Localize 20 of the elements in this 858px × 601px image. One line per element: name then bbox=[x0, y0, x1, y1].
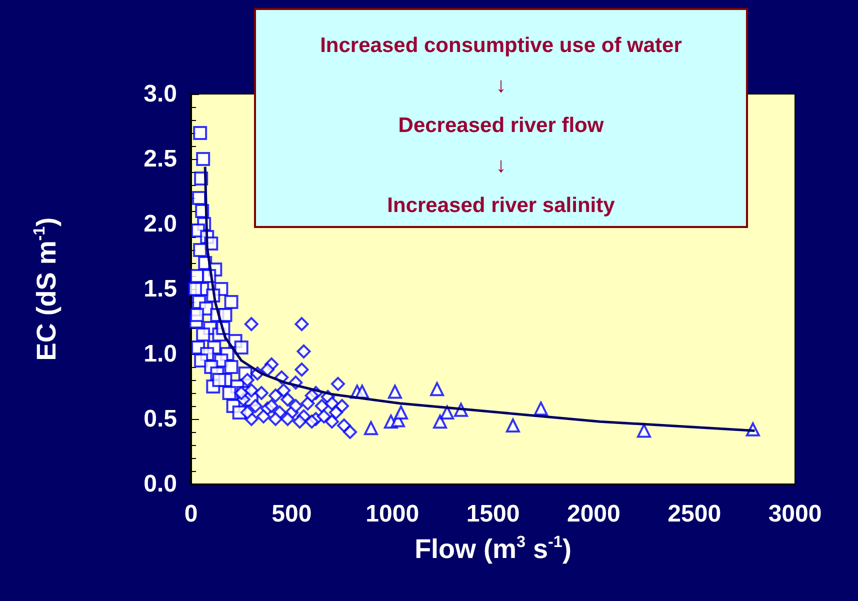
x-tick-label: 2500 bbox=[668, 500, 722, 528]
y-tick-label: 1.0 bbox=[144, 340, 177, 368]
y-tick-label: 2.5 bbox=[144, 146, 177, 172]
annotation: Increased river salinity bbox=[387, 193, 615, 219]
x-tick-label: 1500 bbox=[466, 500, 520, 528]
y-tick-label: 2.0 bbox=[144, 210, 177, 238]
annotation: Decreased river flow bbox=[398, 113, 604, 139]
annotation: ↓ bbox=[496, 73, 506, 99]
y-axis-title: EC (dS m-1) bbox=[30, 217, 62, 361]
y-tick-label: 0.5 bbox=[144, 406, 177, 432]
annotation: ↓ bbox=[496, 153, 506, 179]
text: Increased consumptive use of water bbox=[320, 34, 682, 57]
x-tick-label: 1000 bbox=[366, 500, 420, 528]
y-tick-label: 0.0 bbox=[144, 470, 177, 498]
y-tick-label: 3.0 bbox=[144, 80, 177, 108]
x-tick-label: 2000 bbox=[566, 500, 620, 528]
x-tick-label: 0 bbox=[184, 500, 198, 528]
x-tick-label: 3000 bbox=[768, 500, 822, 528]
x-tick-label: 500 bbox=[272, 500, 312, 528]
y-tick-label: 1.5 bbox=[144, 276, 177, 302]
